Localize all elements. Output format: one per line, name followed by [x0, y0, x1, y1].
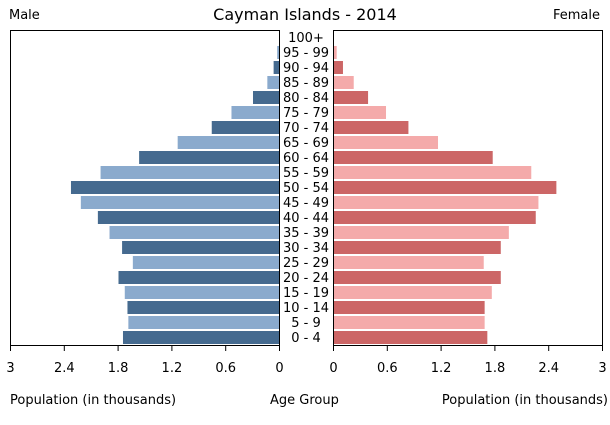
male-bar-20-24 [118, 271, 279, 284]
age-group-label: 90 - 94 [283, 61, 329, 76]
male-x-tick-label: 0.6 [215, 361, 236, 376]
male-bar-30-34 [122, 241, 279, 254]
x-axis-label-right: Population (in thousands) [441, 393, 608, 408]
female-bar-80-84 [334, 91, 369, 104]
female-x-tick-label: 3 [598, 361, 606, 376]
age-group-label: 65 - 69 [283, 136, 329, 151]
male-header: Male [9, 8, 40, 23]
age-group-label: 60 - 64 [283, 151, 329, 166]
female-bar-30-34 [334, 241, 501, 254]
female-bar-60-64 [334, 151, 493, 164]
male-x-tick-label: 2.4 [54, 361, 75, 376]
female-bar-65-69 [334, 136, 439, 149]
age-group-label: 25 - 29 [283, 256, 329, 271]
female-bar-55-59 [334, 166, 532, 179]
female-bar-45-49 [334, 196, 539, 209]
male-bar-50-54 [70, 181, 280, 194]
female-bar-0-4 [334, 331, 488, 344]
x-axis-label-left: Population (in thousands) [10, 393, 177, 408]
male-x-tick-label: 1.2 [162, 361, 183, 376]
female-bar-95-99 [334, 46, 337, 59]
female-header: Female [552, 8, 600, 23]
female-bar-35-39 [334, 226, 509, 239]
female-bar-20-24 [334, 271, 501, 284]
age-group-label: 35 - 39 [283, 226, 329, 241]
female-bar-10-14 [334, 301, 485, 314]
male-bar-40-44 [97, 211, 279, 224]
chart-title: Cayman Islands - 2014 [213, 5, 397, 24]
age-group-label: 40 - 44 [283, 211, 329, 226]
female-bar-25-29 [334, 256, 484, 269]
male-bar-85-89 [267, 76, 279, 89]
male-bar-5-9 [128, 316, 279, 329]
age-group-label: 70 - 74 [283, 121, 329, 136]
age-group-label: 5 - 9 [291, 316, 321, 331]
male-bar-45-49 [80, 196, 279, 209]
female-bar-75-79 [334, 106, 387, 119]
age-group-label: 55 - 59 [283, 166, 329, 181]
male-bar-90-94 [273, 61, 279, 74]
female-x-tick-label: 0.6 [377, 361, 398, 376]
male-bar-0-4 [122, 331, 279, 344]
x-axis-label-center: Age Group [270, 393, 339, 408]
male-bar-70-74 [211, 121, 279, 134]
age-group-label: 100+ [288, 31, 324, 46]
age-group-label: 85 - 89 [283, 76, 329, 91]
age-group-label: 80 - 84 [283, 91, 329, 106]
male-x-tick-label: 3 [6, 361, 14, 376]
male-bar-65-69 [177, 136, 279, 149]
age-group-label: 30 - 34 [283, 241, 329, 256]
male-plot-frame [10, 30, 280, 346]
female-plot-frame [333, 30, 603, 346]
female-bar-90-94 [334, 61, 343, 74]
female-x-tick-label: 2.4 [538, 361, 559, 376]
age-group-label: 50 - 54 [283, 181, 329, 196]
age-group-label: 15 - 19 [283, 286, 329, 301]
age-group-label: 45 - 49 [283, 196, 329, 211]
female-x-tick-label: 0 [329, 361, 337, 376]
female-bar-15-19 [334, 286, 492, 299]
female-bar-5-9 [334, 316, 485, 329]
female-bar-40-44 [334, 211, 536, 224]
male-bar-25-29 [132, 256, 279, 269]
age-group-label: 0 - 4 [291, 331, 321, 346]
female-x-tick-label: 1.8 [485, 361, 506, 376]
female-bar-50-54 [334, 181, 557, 194]
male-bar-15-19 [124, 286, 279, 299]
female-bar-70-74 [334, 121, 409, 134]
male-bar-10-14 [127, 301, 279, 314]
male-bar-80-84 [252, 91, 279, 104]
female-bar-85-89 [334, 76, 354, 89]
age-group-label: 20 - 24 [283, 271, 329, 286]
age-group-label: 95 - 99 [283, 46, 329, 61]
male-bar-35-39 [109, 226, 279, 239]
female-x-tick-label: 1.2 [431, 361, 452, 376]
male-bar-95-99 [277, 46, 279, 59]
age-group-label: 10 - 14 [283, 301, 329, 316]
male-bar-75-79 [231, 106, 279, 119]
age-group-label: 75 - 79 [283, 106, 329, 121]
male-bar-60-64 [139, 151, 279, 164]
male-x-tick-label: 1.8 [108, 361, 129, 376]
male-bar-55-59 [100, 166, 280, 179]
male-x-tick-label: 0 [275, 361, 283, 376]
